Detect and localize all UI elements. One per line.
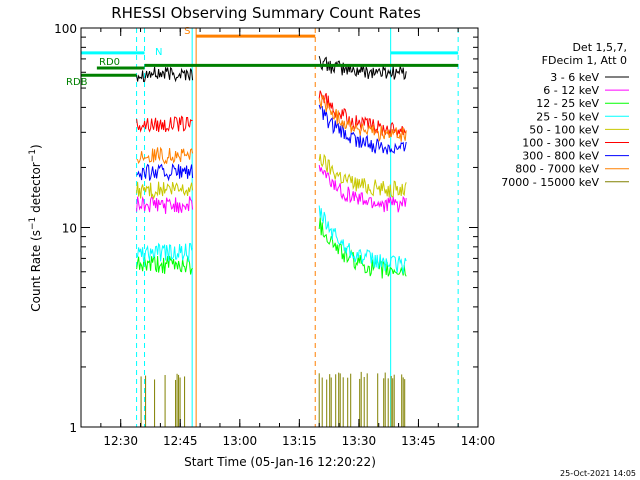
series-4-segment-0 — [136, 181, 194, 200]
series-5-segment-1 — [318, 90, 407, 137]
series-0 — [136, 55, 407, 83]
y-axis-label-superscript: −1 — [28, 217, 38, 230]
bar-label-4: S — [184, 26, 190, 37]
y-axis-label-prefix: Count Rate (s — [29, 230, 43, 312]
series-2-segment-0 — [136, 255, 193, 275]
bar-label-1: RDB — [66, 77, 88, 88]
y-tick-label-0: 1 — [69, 421, 77, 435]
legend-label-7: 800 - 7000 keV — [515, 163, 599, 176]
y-axis-label-end: ) — [29, 144, 43, 149]
legend-label-1: 6 - 12 keV — [543, 84, 599, 97]
timestamp: 25-Oct-2021 14:05 — [560, 469, 636, 478]
state-bars: RD0 RDB N S — [66, 26, 459, 88]
x-tick-label-1: 12:45 — [163, 434, 198, 448]
series-2-segment-1 — [318, 217, 407, 279]
series-3-segment-0 — [136, 242, 193, 263]
legend-label-0: 3 - 6 keV — [550, 71, 599, 84]
legend-label-6: 300 - 800 keV — [522, 150, 599, 163]
legend-label-5: 100 - 300 keV — [522, 137, 599, 150]
x-tick-label-0: 12:30 — [103, 434, 138, 448]
series-6-segment-1 — [318, 104, 407, 155]
series-1 — [136, 164, 407, 214]
chart-title: RHESSI Observing Summary Count Rates — [111, 4, 421, 22]
series-7-segment-1 — [318, 93, 407, 142]
series-6-segment-0 — [136, 163, 194, 182]
series-4-segment-1 — [318, 153, 407, 198]
series-5 — [136, 90, 407, 137]
series-3-segment-1 — [318, 205, 407, 274]
x-tick-label-2: 13:00 — [223, 434, 258, 448]
legend-header-0: Det 1,5,7, — [572, 41, 627, 54]
x-axis-label: Start Time (05-Jan-16 12:20:22) — [184, 455, 376, 469]
x-tick-label-3: 13:15 — [282, 434, 317, 448]
x-tick-label-5: 13:45 — [401, 434, 436, 448]
y-axis-label: Count Rate (s−1 detector−1) — [28, 144, 43, 311]
legend-header-1: FDecim 1, Att 0 — [542, 54, 627, 67]
series-2 — [136, 217, 407, 279]
data-series — [136, 55, 407, 427]
series-0-segment-0 — [136, 66, 194, 83]
event-lines — [80, 28, 459, 427]
legend-label-4: 50 - 100 keV — [529, 123, 599, 136]
series-6 — [136, 104, 407, 182]
series-3 — [136, 205, 407, 274]
y-axis-label-superscript-2: −1 — [28, 149, 38, 162]
legend-label-8: 7000 - 15000 keV — [501, 176, 599, 189]
series-7-segment-0 — [136, 146, 194, 165]
x-tick-label-4: 13:30 — [342, 434, 377, 448]
legend-label-3: 25 - 50 keV — [536, 110, 599, 123]
bar-label-3: N — [155, 47, 162, 58]
legend-label-2: 12 - 25 keV — [536, 97, 599, 110]
bar-label-0: RD0 — [99, 57, 120, 68]
axes: 12:30 12:45 13:00 13:15 13:30 13:45 14:00 1 10 10… — [54, 22, 495, 448]
y-axis-label-suffix: detector — [29, 162, 43, 217]
series-1-segment-0 — [136, 195, 194, 214]
series-0-segment-1 — [318, 55, 407, 81]
plot-frame — [80, 27, 479, 428]
series-7 — [136, 93, 407, 165]
series-5-segment-0 — [136, 115, 193, 133]
x-tick-label-6: 14:00 — [461, 434, 496, 448]
y-tick-label-1: 10 — [62, 222, 77, 236]
y-tick-label-2: 100 — [54, 22, 77, 36]
series-1-segment-1 — [318, 164, 407, 213]
series-8 — [140, 371, 406, 427]
series-4 — [136, 153, 407, 200]
